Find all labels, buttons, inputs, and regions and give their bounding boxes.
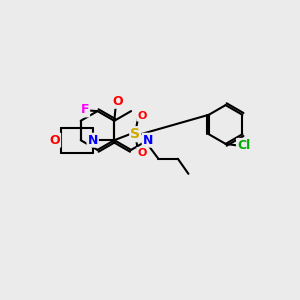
Text: N: N [88,134,98,147]
Text: Cl: Cl [237,139,250,152]
Text: O: O [137,148,147,158]
Text: S: S [130,127,140,141]
Text: F: F [81,103,89,116]
Text: N: N [143,134,153,147]
Text: O: O [112,95,123,108]
Text: O: O [137,111,147,121]
Text: O: O [50,134,60,147]
